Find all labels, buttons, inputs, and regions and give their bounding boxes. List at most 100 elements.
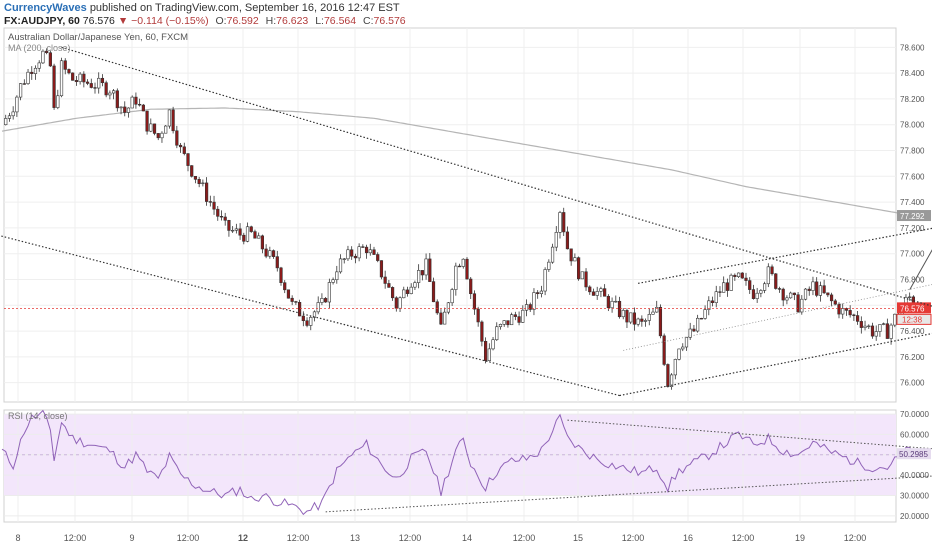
candle-body: [480, 321, 484, 342]
candle: [33, 65, 38, 80]
candle: [822, 279, 826, 295]
candle: [662, 333, 666, 367]
candle: [874, 325, 878, 341]
candle-body: [465, 258, 469, 280]
candle: [219, 210, 224, 221]
x-tick-label: 12:00: [732, 533, 755, 543]
price-tick-label: 77.600: [900, 172, 925, 181]
candle-body: [63, 60, 67, 70]
candle: [848, 305, 852, 318]
candle: [536, 290, 540, 299]
candle-body: [216, 208, 220, 217]
candle-body: [815, 281, 819, 296]
candle: [803, 288, 808, 301]
candle-body: [59, 60, 64, 97]
x-tick-label: 12:00: [64, 533, 87, 543]
candle-body: [283, 282, 287, 291]
candle: [681, 343, 685, 352]
candle: [524, 299, 529, 317]
candle: [223, 212, 227, 226]
candle-body: [483, 340, 488, 361]
ma-value-label: 77.292: [900, 212, 925, 221]
candle: [450, 287, 454, 306]
candle: [338, 254, 343, 274]
candle: [725, 278, 729, 297]
candle: [870, 322, 875, 339]
candle-body: [387, 283, 391, 288]
candle: [85, 79, 90, 86]
candle: [748, 277, 752, 294]
candle: [443, 307, 447, 325]
candle: [826, 292, 830, 298]
candle-body: [112, 90, 116, 94]
candle: [59, 57, 64, 98]
candle-body: [666, 364, 670, 387]
author-link[interactable]: CurrencyWaves: [4, 2, 87, 14]
candle: [257, 232, 261, 239]
candle: [550, 243, 555, 264]
candle-body: [435, 301, 439, 314]
candle-body: [550, 246, 555, 263]
price-tick-label: 77.200: [900, 224, 925, 233]
candle: [673, 358, 677, 380]
candle: [294, 300, 298, 305]
candle-body: [26, 71, 30, 84]
price-panel: [3, 27, 897, 403]
candle: [342, 257, 346, 264]
candle-body: [413, 282, 417, 288]
candle-body: [673, 359, 677, 376]
candle: [696, 314, 700, 333]
candle-body: [833, 300, 837, 305]
candle: [11, 106, 15, 120]
candle-body: [368, 249, 372, 254]
candle-body: [260, 235, 265, 250]
candle: [30, 66, 34, 80]
candle: [882, 322, 886, 326]
candle: [510, 312, 514, 326]
candle-body: [33, 67, 38, 74]
candle: [227, 219, 231, 237]
candle: [469, 277, 473, 300]
candle-body: [428, 258, 432, 282]
candle-body: [11, 111, 15, 117]
candle: [547, 259, 551, 272]
candle-body: [498, 324, 503, 328]
candle-body: [379, 260, 384, 278]
candle-body: [74, 80, 78, 83]
candle-body: [807, 288, 811, 291]
candle-body: [271, 250, 276, 257]
candle: [439, 309, 443, 326]
candle: [335, 265, 339, 284]
candle: [182, 142, 186, 156]
candle-body: [610, 300, 614, 309]
candle-body: [342, 258, 346, 260]
candle: [714, 285, 718, 308]
candle: [290, 295, 294, 306]
candle-body: [789, 292, 793, 299]
candle-body: [822, 285, 826, 294]
candle: [759, 289, 763, 298]
candle: [208, 195, 212, 207]
candle-body: [89, 83, 93, 88]
candle-body: [867, 325, 871, 328]
candle: [844, 307, 849, 316]
candle-body: [175, 130, 179, 146]
candle-body: [457, 265, 462, 268]
candle: [796, 292, 800, 313]
candle-body: [841, 308, 845, 315]
ma200-line: [1, 107, 918, 217]
candle-body: [290, 297, 294, 302]
candle-body: [398, 297, 402, 309]
candle: [867, 324, 871, 329]
candle: [357, 243, 361, 262]
candle-body: [547, 261, 551, 270]
published-text: published on TradingView.com, September …: [89, 2, 400, 14]
candle: [48, 50, 52, 67]
candle: [699, 317, 703, 320]
candle: [56, 89, 60, 110]
x-tick-label: 13: [350, 533, 360, 543]
candle: [755, 287, 759, 303]
candle: [379, 260, 384, 280]
candle-body: [777, 288, 782, 290]
